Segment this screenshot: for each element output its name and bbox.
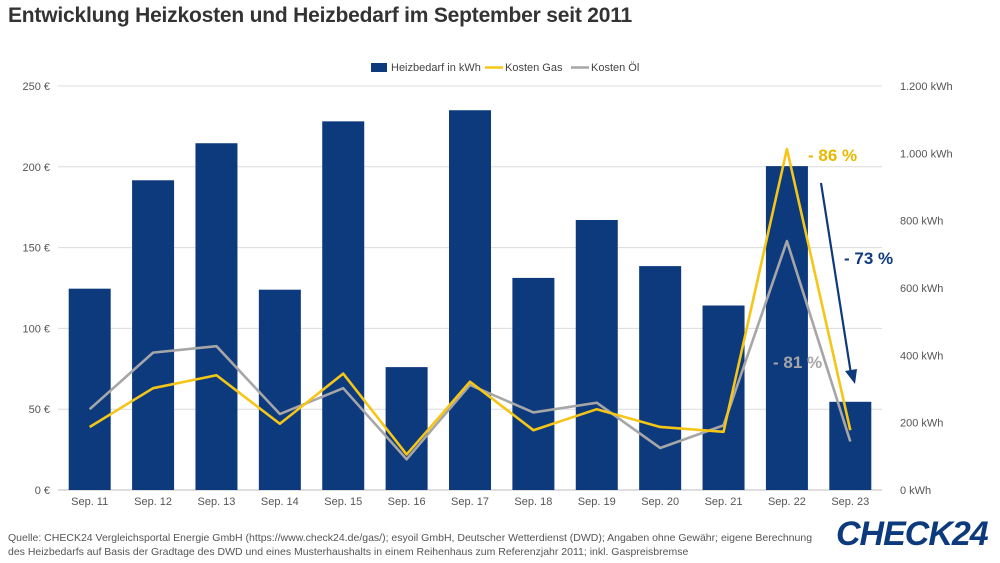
axes: 0 € 50 € 100 € 150 € 200 € 250 € 0 kWh 200 kWh 4…: [22, 81, 952, 508]
check24-logo: CHECK24: [836, 515, 989, 553]
bar-heizbedarf: [322, 121, 365, 490]
bar-heizbedarf: [829, 401, 872, 490]
y-left-tick-label: 150 €: [22, 243, 50, 255]
line-kosten-oel: [88, 239, 852, 461]
x-tick-label: Sep. 15: [324, 496, 362, 508]
annotations: - 86 % - 73 % - 81 %: [773, 146, 893, 384]
source-note: Quelle: CHECK24 Vergleichsportal Energie…: [8, 532, 813, 558]
y-right-tick-label: 0 kWh: [900, 485, 931, 497]
annotation-arrow-head: [845, 369, 857, 384]
bar-heizbedarf: [132, 180, 175, 490]
x-tick-label: Sep. 13: [198, 496, 236, 508]
legend: Heizbedarf in kWh Kosten Gas Kosten Öl: [371, 62, 639, 74]
bar-series: [68, 110, 872, 491]
annotation-heizbedarf-change: - 73 %: [844, 249, 893, 268]
y-right-tick-label: 1.000 kWh: [900, 148, 953, 160]
line-kosten-gas: [89, 147, 852, 456]
x-tick-label: Sep. 20: [641, 496, 679, 508]
y-left-tick-label: 0 €: [35, 485, 50, 497]
legend-label: Kosten Öl: [591, 62, 639, 74]
y-left-tick-label: 250 €: [22, 81, 50, 93]
bar-heizbedarf: [195, 143, 238, 490]
y-right-tick-label: 800 kWh: [900, 216, 943, 228]
bar-heizbedarf: [512, 277, 555, 490]
y-left-tick-label: 50 €: [29, 404, 50, 416]
x-tick-label: Sep. 16: [388, 496, 426, 508]
x-tick-label: Sep. 17: [451, 496, 489, 508]
annotation-arrow-shaft: [819, 182, 853, 375]
bar-heizbedarf: [639, 266, 682, 490]
x-tick-label: Sep. 22: [768, 496, 806, 508]
bar-heizbedarf: [258, 289, 301, 490]
x-tick-label: Sep. 21: [705, 496, 743, 508]
y-right-tick-label: 400 kWh: [900, 350, 943, 362]
bar-heizbedarf: [765, 166, 808, 491]
y-right-tick-label: 600 kWh: [900, 283, 943, 295]
x-tick-label: Sep. 11: [71, 496, 108, 508]
y-left-tick-label: 100 €: [22, 323, 50, 335]
y-right-tick-label: 200 kWh: [900, 418, 943, 430]
bar-heizbedarf: [68, 288, 111, 490]
chart-title: Entwicklung Heizkosten und Heizbedarf im…: [8, 4, 633, 27]
bar-heizbedarf: [449, 110, 491, 491]
bar-heizbedarf: [702, 305, 745, 490]
x-tick-label: Sep. 23: [831, 496, 869, 508]
legend-label: Kosten Gas: [505, 62, 563, 74]
line-series: [88, 147, 852, 461]
legend-label: Heizbedarf in kWh: [391, 62, 481, 74]
bar-heizbedarf: [385, 367, 428, 490]
annotation-oil-change: - 81 %: [773, 353, 822, 372]
x-tick-label: Sep. 19: [578, 496, 616, 508]
y-left-tick-label: 200 €: [22, 162, 50, 174]
legend-swatch-bar: [371, 63, 387, 72]
annotation-gas-change: - 86 %: [808, 146, 857, 165]
x-tick-label: Sep. 12: [134, 496, 172, 508]
x-tick-label: Sep. 18: [514, 496, 552, 508]
bar-heizbedarf: [575, 219, 618, 490]
x-tick-label: Sep. 14: [261, 496, 299, 508]
y-right-tick-label: 1.200 kWh: [900, 81, 953, 93]
